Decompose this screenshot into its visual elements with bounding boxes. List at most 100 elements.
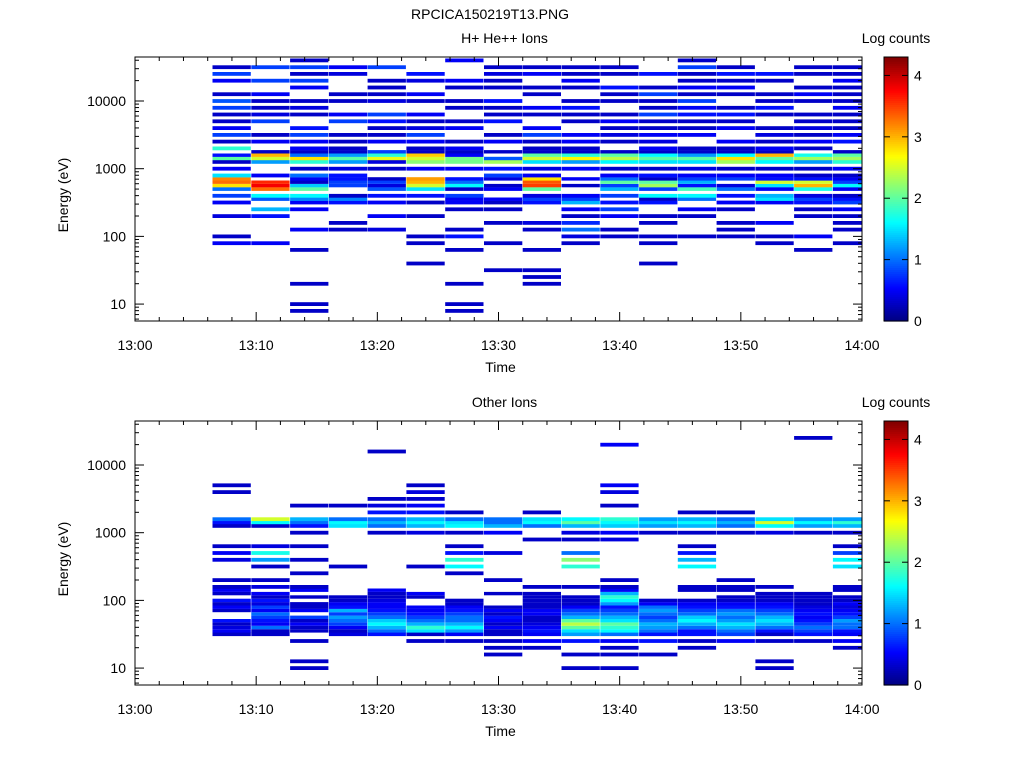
heatmap-cell [600, 639, 639, 643]
colorbar-segment [884, 197, 908, 200]
colorbar-segment [884, 162, 908, 165]
heatmap-cell [832, 585, 862, 589]
colorbar-tick-label: 4 [914, 67, 922, 83]
heatmap-cell [212, 183, 251, 188]
colorbar-segment [884, 588, 908, 591]
heatmap-cell [600, 207, 639, 212]
heatmap-cell [484, 156, 523, 161]
heatmap-cell [716, 153, 755, 157]
colorbar-tick-label: 0 [914, 677, 922, 693]
heatmap-cell [445, 524, 484, 528]
colorbar-segment [884, 189, 908, 192]
x-tick-label: 13:10 [239, 701, 274, 717]
heatmap-cell [639, 183, 678, 188]
heatmap-cell [716, 177, 755, 181]
heatmap-cell [328, 615, 368, 619]
heatmap-cell [212, 602, 251, 606]
heatmap-cell [561, 139, 600, 144]
heatmap-cell [328, 605, 368, 609]
heatmap-cell [484, 85, 523, 90]
colorbar-segment [884, 94, 908, 97]
heatmap-cell [445, 126, 484, 130]
heatmap-cell [212, 517, 251, 522]
colorbar-segment [884, 561, 908, 564]
heatmap-cell [794, 436, 833, 440]
heatmap-cell [716, 585, 755, 589]
colorbar-segment [884, 672, 908, 676]
heatmap-cell [406, 156, 445, 161]
heatmap-cell [832, 119, 862, 124]
heatmap-cell [367, 632, 406, 637]
heatmap-cell [290, 639, 329, 643]
heatmap-cell [212, 156, 251, 161]
colorbar-segment [884, 83, 908, 87]
colorbar-segment [884, 71, 908, 75]
colorbar-segment [884, 451, 908, 455]
x-tick-label: 13:40 [602, 701, 637, 717]
colorbar-segment [884, 520, 908, 523]
x-tick-label: 13:20 [360, 337, 395, 353]
heatmap-cell [561, 207, 600, 212]
colorbar-segment [884, 211, 908, 215]
heatmap-cell [212, 214, 251, 218]
colorbar-segment [884, 147, 908, 151]
heatmap-cell [484, 183, 523, 188]
heatmap-cell [832, 619, 862, 623]
heatmap-cell [561, 537, 600, 542]
x-axis-label: Time [485, 723, 516, 739]
heatmap-cell [716, 612, 755, 616]
heatmap-cell [445, 227, 484, 232]
colorbar-segment [884, 524, 908, 527]
colorbar-segment [884, 281, 908, 285]
colorbar-segment [884, 468, 908, 472]
heatmap-cell [755, 197, 794, 201]
heatmap-cell [677, 112, 717, 117]
colorbar-segment [884, 443, 908, 447]
heatmap-cell [251, 153, 290, 157]
heatmap-cell [445, 150, 484, 154]
heatmap-cell [406, 214, 445, 218]
heatmap-cell [794, 119, 833, 124]
heatmap-cell [600, 490, 639, 494]
heatmap-cell [600, 85, 639, 90]
heatmap-cell [639, 612, 678, 616]
heatmap-cell [794, 193, 833, 198]
colorbar-segment [884, 571, 908, 575]
heatmap-cell [212, 139, 251, 144]
colorbar-segment [884, 507, 908, 511]
heatmap-cell [406, 133, 445, 137]
colorbar-segment [884, 215, 908, 219]
colorbar-segment [884, 164, 908, 167]
colorbar-segment [884, 69, 908, 73]
heatmap-cell [406, 183, 445, 188]
heatmap-cell [755, 241, 794, 246]
heatmap-cell [755, 615, 794, 619]
colorbar-frame [883, 420, 909, 686]
heatmap-cell [716, 629, 755, 633]
colorbar-segment [884, 296, 908, 299]
colorbar-segment [884, 645, 908, 649]
colorbar-segment [884, 616, 908, 620]
heatmap-cell [290, 625, 329, 630]
colorbar-segment [884, 654, 908, 657]
heatmap-cell [445, 544, 484, 549]
heatmap-cell [794, 200, 833, 205]
colorbar-segment [884, 234, 908, 238]
heatmap-cell [367, 619, 406, 623]
heatmap-cell [251, 619, 290, 623]
colorbar-segment [884, 633, 908, 637]
heatmap-cell [561, 530, 600, 535]
x-tick-label: 14:00 [844, 701, 879, 717]
heatmap-cell [484, 622, 523, 626]
colorbar-segment [884, 530, 908, 533]
colorbar-segment [884, 670, 908, 674]
x-tick-label: 13:20 [360, 701, 395, 717]
heatmap-cell [716, 166, 755, 171]
heatmap-cell [522, 180, 561, 184]
heatmap-cell [561, 119, 600, 124]
heatmap-cell [561, 629, 600, 633]
heatmap-cell [251, 578, 290, 582]
heatmap-cell [445, 248, 484, 252]
colorbar-segment [884, 184, 908, 188]
heatmap-cell [677, 177, 717, 181]
